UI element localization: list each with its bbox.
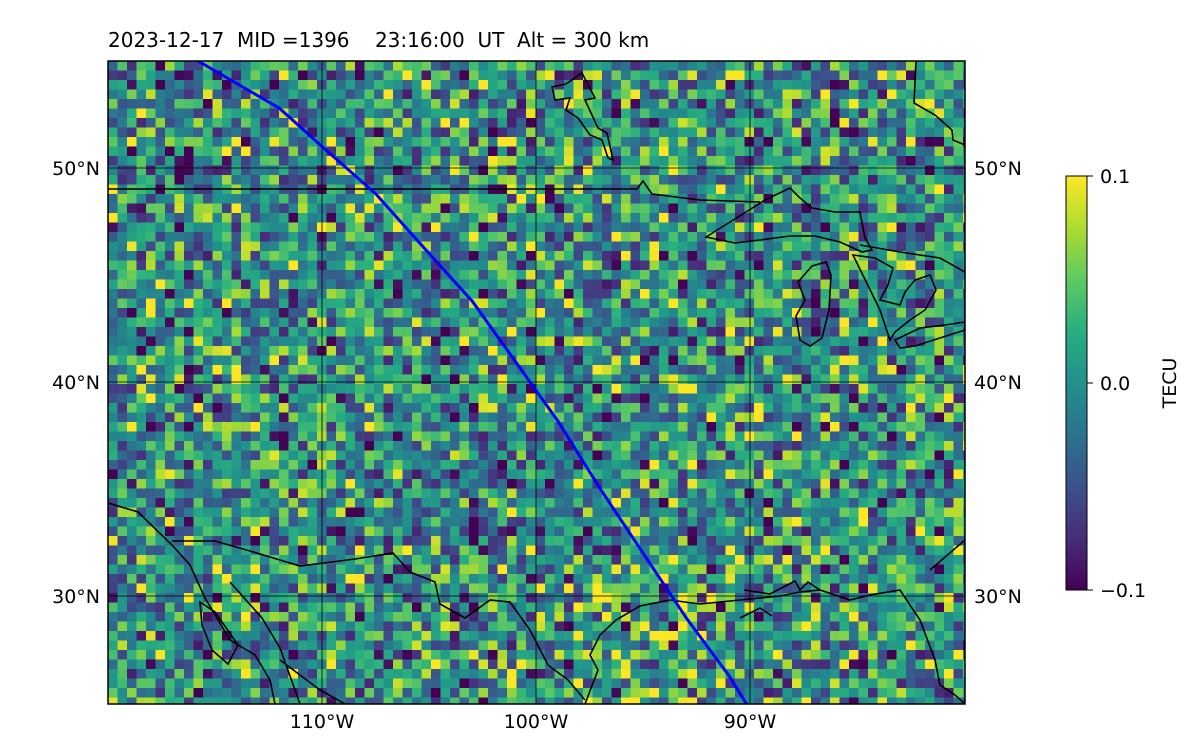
hudson-bay-coast <box>551 71 615 162</box>
coastlines-and-borders <box>108 61 965 704</box>
yucatan-coast <box>739 607 773 619</box>
lat-label-right-40: 40°N <box>974 372 1022 394</box>
lon-label-90w: 90°W <box>724 711 777 733</box>
lake-huron <box>851 254 937 342</box>
satellite-track-line <box>197 61 748 704</box>
lake-erie-ontario <box>893 321 965 349</box>
mexico-west-coast <box>108 502 276 704</box>
map-frame <box>107 60 966 705</box>
colorbar-label: TECU <box>1159 358 1181 410</box>
lat-label-left-30: 30°N <box>52 586 100 608</box>
colorbar: 0.1 0.0 −0.1 TECU <box>1065 166 1181 602</box>
plot-title: 2023-12-17 MID =1396 23:16:00 UT Alt = 3… <box>108 28 650 52</box>
lake-superior <box>703 187 874 253</box>
colorbar-tick-max: 0.1 <box>1100 166 1130 188</box>
us-mexico-border <box>172 540 586 701</box>
colorbar-gradient <box>1065 175 1088 591</box>
canada-us-border <box>108 179 761 203</box>
gulf-islands <box>743 579 821 595</box>
lon-label-110w: 110°W <box>290 711 355 733</box>
tec-field-raster <box>108 61 965 704</box>
gulf-of-california <box>229 581 301 704</box>
lakes-border <box>859 244 965 273</box>
baja-coast <box>199 600 239 666</box>
gulf-coast <box>584 589 965 704</box>
colorbar-tick-zero: 0.0 <box>1100 373 1130 395</box>
northeast-coast <box>913 61 965 146</box>
lat-label-left-40: 40°N <box>52 372 100 394</box>
florida-coast <box>929 539 965 571</box>
lat-label-right-30: 30°N <box>974 586 1022 608</box>
lon-label-100w: 100°W <box>504 711 569 733</box>
gridlines <box>108 61 965 704</box>
lat-label-right-50: 50°N <box>974 158 1022 180</box>
colorbar-tick-min: −0.1 <box>1100 580 1146 602</box>
lat-label-left-50: 50°N <box>52 158 100 180</box>
mexico-lower-coast <box>279 659 346 704</box>
lake-michigan <box>795 261 832 347</box>
